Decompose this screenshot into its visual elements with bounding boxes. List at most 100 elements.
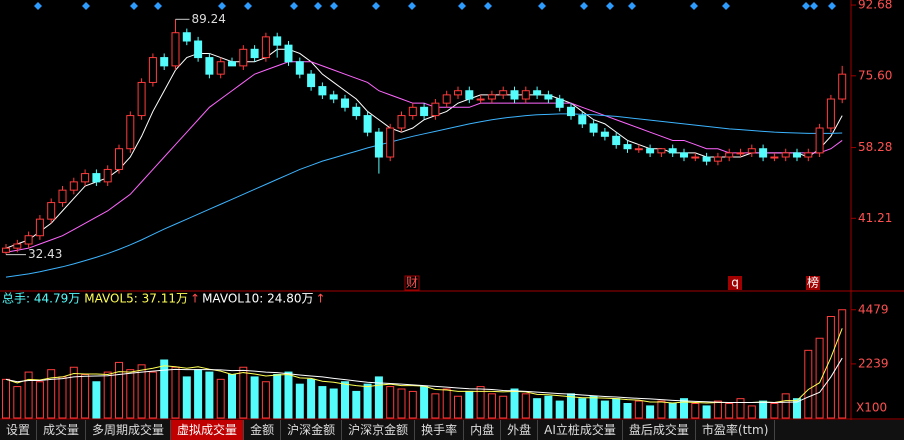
tab[interactable]: 外盘 [501,420,539,440]
volume-bar [442,388,451,419]
indicator-label: 总手: 44.79万 [2,292,80,306]
candle-body [589,123,598,133]
volume-bar [725,403,734,419]
volume-bar [533,398,542,419]
tab[interactable]: 金额 [244,420,282,440]
candle-body [442,94,451,104]
candle-body [793,152,801,158]
volume-bar [205,371,214,419]
candle-body [612,135,621,146]
event-marker: 财 [406,276,418,290]
volume-bar [408,390,417,419]
candle-body [284,44,293,63]
volume-bar [521,393,530,419]
volume-bar [318,386,327,419]
volume-bar [713,400,722,419]
volume-bar [612,398,621,419]
info-diamond [82,2,90,10]
volume-bar [680,398,688,419]
info-diamond [218,2,226,10]
volume-bar [646,405,655,419]
candle-body [454,90,462,96]
info-diamond [314,2,322,10]
info-diamond [130,2,138,10]
min-annotation: 32.43 [28,247,62,261]
candle-body [838,73,847,100]
tab[interactable]: AI立桩成交量 [538,420,623,440]
candle-body [668,148,677,154]
candle-body [578,115,587,125]
info-diamond [330,2,338,10]
candle-body [171,32,180,67]
candle-body [510,90,519,100]
candle-body [759,148,768,158]
tab[interactable]: 沪深京金额 [342,420,416,440]
indicator-arrow: ↑ [190,292,200,306]
candle-body [58,189,67,204]
volume-bar [92,381,101,419]
tab[interactable]: 盘后成交量 [623,420,696,440]
volume-bar [24,371,33,419]
candle-body [815,127,824,154]
tab[interactable]: 多周期成交量 [86,420,172,440]
y-tick-label: 92.68 [858,0,892,12]
info-diamond [372,2,380,10]
volume-bar [589,395,598,419]
volume-bar [137,364,146,419]
volume-bar [352,390,361,419]
candle-body [397,115,406,129]
candle-body [47,202,56,220]
volume-bar [273,374,282,419]
info-diamond [244,2,252,10]
tab[interactable]: 设置 [0,420,38,440]
info-diamond [484,2,492,10]
tab[interactable]: 成交量 [37,420,87,440]
y-tick-label: 58.28 [858,140,892,154]
tab[interactable]: 内盘 [464,420,502,440]
volume-bar [578,398,587,419]
volume-bar [284,371,293,419]
candle-body [804,152,813,158]
info-diamond [154,2,162,10]
tab[interactable]: 市盈率(ttm) [696,420,776,440]
ma-line [5,61,843,253]
volume-bar [759,400,768,419]
candle-body [148,57,157,83]
candle-body [499,90,508,96]
candle-body [725,152,734,158]
candle-body [826,98,835,129]
candle-body [521,90,530,100]
tab[interactable]: 换手率 [415,420,465,440]
volume-bar [307,378,316,419]
volume-bar [171,366,180,419]
volume-bar [736,398,745,419]
volume-bar [295,383,304,419]
tab-bar: 设置 成交量 多周期成交量 虚拟成交量 金额 沪深金额 沪深京金额 换手率 内盘 外盘 AI立桩成交… [0,420,904,440]
candle-body [194,40,203,59]
event-marker: q [731,276,739,290]
volume-bar [793,398,801,419]
candle-body [600,131,609,137]
chart: 财 q 榜 X100 92.68 75.60 58.28 41.21 89.24 32.4… [0,0,904,420]
candle-body [781,152,790,158]
volume-bar [781,393,790,419]
candle-body [92,173,101,183]
tab[interactable]: 虚拟成交量 [171,420,245,440]
candle-body [713,156,722,162]
candle-body [329,94,338,100]
candle-body [205,57,214,75]
volume-bar [702,405,711,419]
candle-body [736,152,745,155]
candle-body [646,148,655,154]
volume-bar [374,376,383,419]
candle-body [115,148,123,170]
info-diamond [828,2,836,10]
candle-body [103,168,112,183]
info-diamond [580,2,588,10]
candle-body [680,152,688,158]
info-diamond [538,2,546,10]
volume-bar [250,376,259,419]
tab[interactable]: 沪深金额 [281,420,343,440]
volume-bar [103,371,112,419]
candle-body [691,156,700,159]
